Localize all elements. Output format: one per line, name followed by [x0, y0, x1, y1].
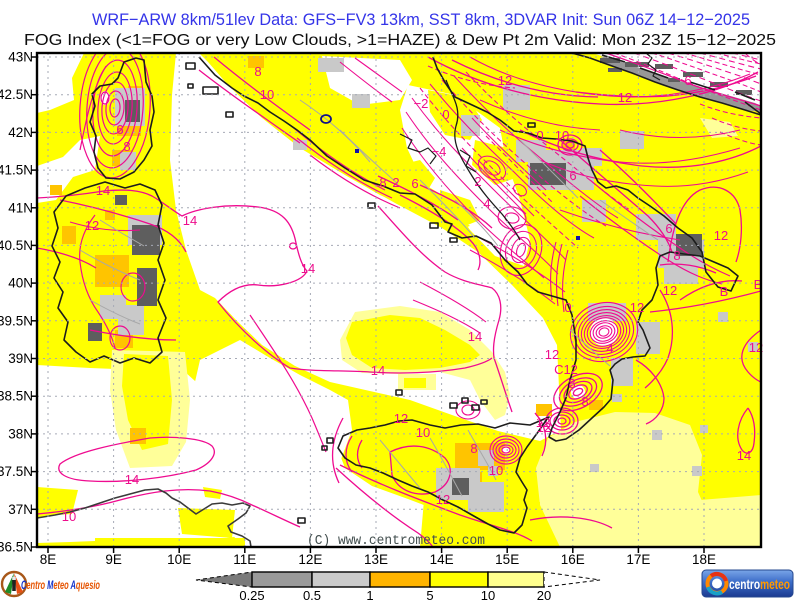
svg-text:14: 14: [371, 363, 385, 378]
svg-text:38N: 38N: [8, 426, 33, 441]
svg-text:0.5: 0.5: [303, 588, 321, 600]
svg-text:0.25: 0.25: [239, 588, 264, 600]
svg-text:11E: 11E: [233, 552, 256, 567]
svg-text:12: 12: [663, 283, 677, 298]
svg-text:10: 10: [555, 128, 569, 143]
svg-text:39.5N: 39.5N: [0, 313, 33, 328]
svg-text:0: 0: [442, 107, 449, 122]
svg-text:0: 0: [536, 128, 543, 143]
svg-text:12: 12: [545, 347, 559, 362]
svg-text:0: 0: [564, 300, 571, 315]
svg-text:Centro Meteo Aquesio: Centro Meteo Aquesio: [21, 580, 100, 592]
svg-text:8: 8: [123, 139, 130, 154]
svg-text:5: 5: [426, 588, 433, 600]
svg-text:FOG Index (<1=FOG or very Low: FOG Index (<1=FOG or very Low Clouds, >1…: [24, 32, 776, 49]
svg-text:8: 8: [581, 394, 588, 409]
svg-text:8: 8: [379, 175, 386, 190]
svg-text:8: 8: [673, 248, 680, 263]
svg-text:18E: 18E: [692, 552, 716, 567]
svg-text:8E: 8E: [40, 552, 57, 567]
svg-text:14: 14: [301, 261, 315, 276]
svg-text:8: 8: [470, 441, 477, 456]
svg-text:12: 12: [436, 492, 450, 507]
svg-text:14: 14: [468, 329, 482, 344]
svg-text:12: 12: [749, 340, 763, 355]
svg-text:4: 4: [606, 341, 613, 356]
svg-text:B: B: [720, 284, 729, 299]
svg-text:10: 10: [481, 588, 495, 600]
svg-text:12: 12: [618, 90, 632, 105]
svg-text:9E: 9E: [105, 552, 122, 567]
svg-text:6: 6: [116, 122, 123, 137]
svg-text:6: 6: [665, 221, 672, 236]
svg-text:6: 6: [569, 168, 576, 183]
svg-text:36.5N: 36.5N: [0, 540, 33, 555]
svg-text:14: 14: [183, 213, 197, 228]
svg-text:10: 10: [260, 87, 274, 102]
svg-text:38.5N: 38.5N: [0, 389, 33, 404]
svg-text:40.5N: 40.5N: [0, 238, 33, 253]
svg-text:12: 12: [537, 420, 551, 435]
svg-text:42.5N: 42.5N: [0, 87, 33, 102]
svg-text:−4: −4: [432, 144, 447, 159]
svg-text:8: 8: [254, 64, 261, 79]
svg-text:14E: 14E: [430, 552, 454, 567]
svg-text:(C) www.centrometeo.com: (C) www.centrometeo.com: [307, 534, 485, 549]
svg-text:41N: 41N: [8, 200, 33, 215]
svg-text:42N: 42N: [8, 125, 33, 140]
svg-text:1: 1: [366, 588, 373, 600]
svg-text:2: 2: [474, 174, 481, 189]
svg-text:6: 6: [684, 73, 691, 88]
svg-text:14: 14: [125, 472, 139, 487]
svg-text:−2: −2: [414, 96, 429, 111]
svg-text:17E: 17E: [626, 552, 650, 567]
svg-text:C12: C12: [554, 362, 578, 377]
svg-text:4: 4: [483, 196, 490, 211]
svg-text:39N: 39N: [8, 351, 33, 366]
svg-text:12: 12: [536, 415, 550, 430]
svg-text:16E: 16E: [561, 552, 585, 567]
svg-text:12: 12: [630, 300, 644, 315]
svg-text:40N: 40N: [8, 276, 33, 291]
svg-text:14: 14: [96, 183, 110, 198]
svg-text:10: 10: [489, 463, 503, 478]
svg-text:6: 6: [411, 176, 418, 191]
svg-text:B: B: [754, 277, 763, 292]
svg-text:15E: 15E: [495, 552, 519, 567]
svg-text:2: 2: [392, 175, 399, 190]
svg-text:12E: 12E: [298, 552, 322, 567]
svg-text:WRF−ARW 8km/51lev Data: GFS−F: WRF−ARW 8km/51lev Data: GFS−FV3 13km, SS…: [92, 10, 750, 29]
svg-text:12: 12: [714, 228, 728, 243]
svg-text:centrometeo: centrometeo: [729, 577, 790, 592]
svg-text:41.5N: 41.5N: [0, 163, 33, 178]
svg-text:12: 12: [85, 218, 99, 233]
svg-text:37N: 37N: [8, 502, 33, 517]
svg-text:13E: 13E: [364, 552, 388, 567]
svg-text:20: 20: [537, 588, 551, 600]
svg-text:37.5N: 37.5N: [0, 464, 33, 479]
svg-text:14: 14: [737, 448, 751, 463]
svg-text:10E: 10E: [167, 552, 191, 567]
svg-text:10: 10: [416, 425, 430, 440]
svg-text:12: 12: [498, 73, 512, 88]
svg-text:10: 10: [62, 509, 76, 524]
svg-text:43N: 43N: [8, 50, 33, 65]
svg-text:8: 8: [568, 376, 575, 391]
svg-text:12: 12: [394, 411, 408, 426]
